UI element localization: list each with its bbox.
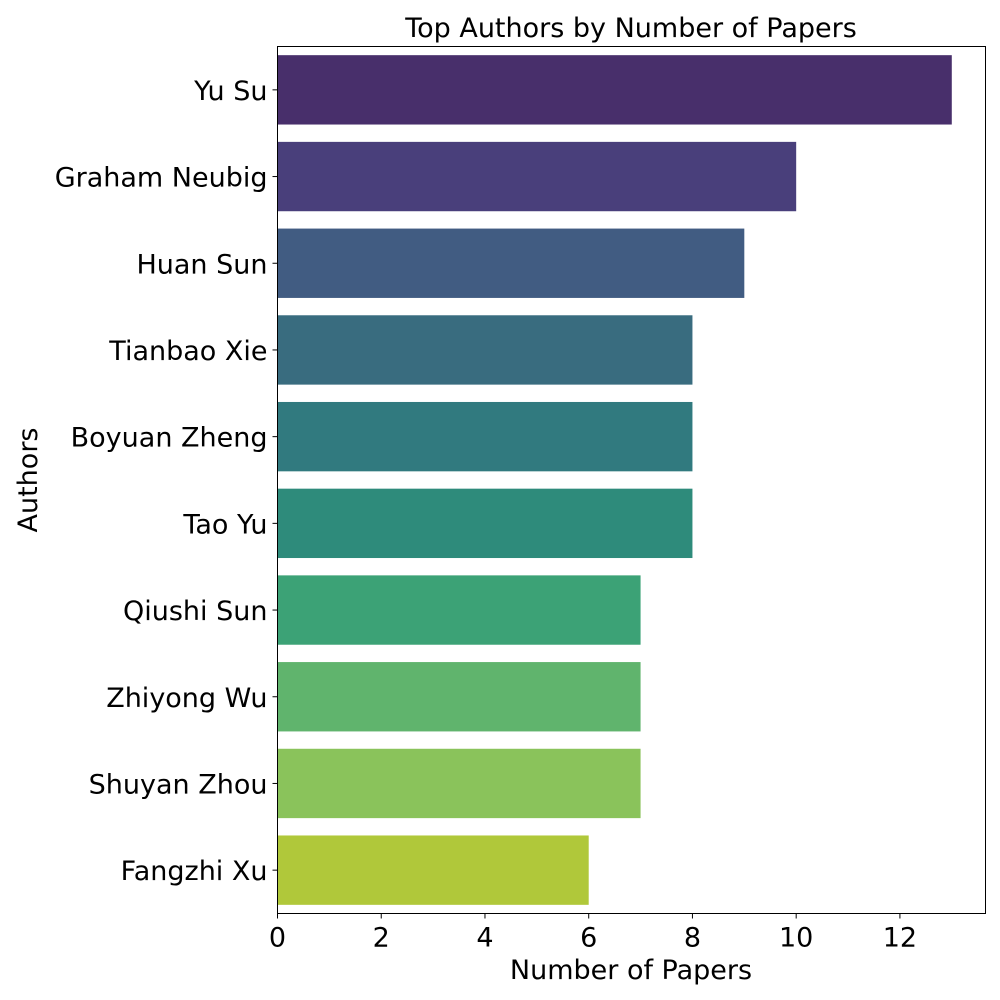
y-tick-label: Graham Neubig — [55, 163, 268, 194]
bar-yu-su — [277, 55, 952, 125]
x-axis-label: Number of Papers — [510, 955, 752, 986]
bars-group — [277, 55, 952, 905]
y-tick-label: Boyuan Zheng — [71, 423, 268, 454]
chart-title: Top Authors by Number of Papers — [404, 13, 857, 44]
x-tick-label: 0 — [269, 923, 286, 954]
x-tick-label: 2 — [373, 923, 390, 954]
bar-tianbao-xie — [277, 315, 693, 385]
bar-huan-sun — [277, 228, 745, 298]
y-tick-label: Fangzhi Xu — [121, 856, 268, 887]
y-tick-label: Yu Su — [193, 76, 267, 107]
y-tick-label: Tao Yu — [182, 509, 267, 540]
bar-zhiyong-wu — [277, 662, 641, 732]
y-axis-ticks: Yu Su Graham Neubig Huan Sun Tianbao Xie Boy… — [55, 76, 278, 887]
x-tick-label: 8 — [684, 923, 701, 954]
x-tick-label: 12 — [883, 923, 917, 954]
x-tick-label: 6 — [580, 923, 597, 954]
bar-fangzhi-xu — [277, 835, 589, 905]
bar-tao-yu — [277, 488, 693, 559]
x-tick-label: 4 — [476, 923, 493, 954]
bar-shuyan-zhou — [277, 748, 641, 819]
bar-boyuan-zheng — [277, 401, 693, 472]
y-tick-label: Shuyan Zhou — [89, 769, 268, 800]
y-tick-label: Huan Sun — [136, 249, 267, 280]
y-tick-label: Qiushi Sun — [123, 596, 268, 627]
x-axis-ticks: 0 2 4 6 8 10 12 — [269, 913, 917, 954]
bar-graham-neubig — [277, 141, 797, 212]
y-axis-label: Authors — [13, 428, 44, 533]
y-tick-label: Tianbao Xie — [108, 336, 267, 367]
x-tick-label: 10 — [779, 923, 813, 954]
bar-qiushi-sun — [277, 575, 641, 645]
plot-frame — [277, 46, 986, 914]
y-tick-label: Zhiyong Wu — [106, 683, 267, 714]
